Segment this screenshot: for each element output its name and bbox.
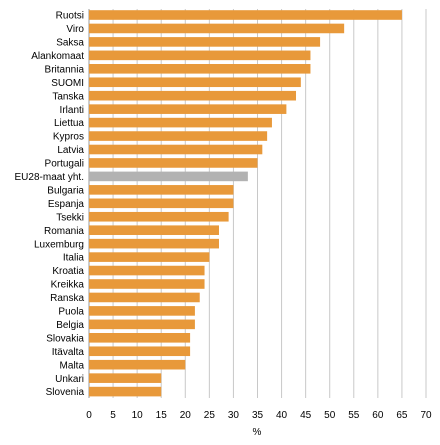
bar [89, 37, 321, 47]
category-label: Britannia [45, 64, 85, 75]
bar [89, 359, 186, 370]
category-label: Slovakia [46, 333, 84, 344]
bar [89, 23, 345, 34]
bar [89, 144, 263, 155]
category-label: Espanja [48, 199, 85, 210]
category-label: Tsekki [56, 212, 84, 223]
category-label: Ruotsi [56, 11, 84, 22]
category-label: Irlanti [60, 105, 84, 116]
category-label: Kypros [53, 132, 84, 143]
x-tick-label: 0 [86, 410, 92, 421]
category-label: Itävalta [52, 347, 85, 358]
category-label: Luxemburg [34, 239, 84, 250]
bar [89, 333, 191, 343]
bar [89, 319, 195, 330]
category-label: Kreikka [51, 280, 85, 291]
category-label: Bulgaria [47, 185, 84, 196]
bar [89, 64, 311, 74]
category-label: Kroatia [52, 266, 84, 277]
bar [89, 238, 219, 249]
category-label: SUOMI [51, 78, 84, 89]
category-label: Viro [66, 24, 84, 35]
bar [89, 211, 229, 222]
bar [89, 77, 301, 88]
bar [89, 306, 195, 316]
category-label: Tanska [52, 91, 84, 102]
x-tick-label: 60 [372, 410, 384, 421]
category-label: Puola [58, 307, 84, 318]
category-label: Slovenia [46, 387, 85, 398]
category-label: Italia [63, 253, 85, 264]
category-label: Malta [60, 360, 85, 371]
bar [89, 279, 205, 289]
bar [89, 265, 205, 276]
x-tick-label: 25 [204, 410, 216, 421]
bar [89, 117, 272, 128]
category-label: Portugali [45, 159, 84, 170]
x-tick-label: 15 [156, 410, 168, 421]
x-tick-label: 10 [132, 410, 144, 421]
bar [89, 10, 402, 20]
category-label: Latvia [57, 145, 84, 156]
x-tick-label: 50 [324, 410, 336, 421]
category-label: Saksa [56, 38, 84, 49]
bars [89, 10, 402, 397]
bar [89, 346, 191, 357]
category-label: Alankomaat [31, 51, 84, 62]
category-label: Unkari [55, 374, 84, 385]
category-label: EU28-maat yht. [15, 172, 84, 183]
x-tick-label: 30 [228, 410, 240, 421]
x-tick-labels: 0 5 10 15 20 25 30 35 40 45 50 55 60 65 70 [86, 410, 432, 421]
bar [89, 90, 297, 101]
bar [89, 158, 258, 168]
bar [89, 225, 219, 235]
bar [89, 50, 311, 61]
category-labels: Ruotsi Viro Saksa Alankomaat Britannia SUOMI T… [15, 11, 85, 399]
bar [89, 198, 234, 209]
bar [89, 292, 200, 303]
bar [89, 171, 248, 182]
bar [89, 185, 234, 195]
bar [89, 252, 210, 262]
bar [89, 131, 268, 141]
bar [89, 386, 162, 397]
x-tick-label: 20 [180, 410, 192, 421]
bar [89, 373, 162, 383]
category-label: Liettua [54, 118, 84, 129]
x-tick-label: 5 [110, 410, 116, 421]
x-tick-label: 45 [300, 410, 312, 421]
category-label: Belgia [56, 320, 84, 331]
bar [89, 104, 287, 114]
x-tick-label: 65 [396, 410, 408, 421]
category-label: Ranska [50, 293, 84, 304]
x-tick-label: 40 [276, 410, 288, 421]
x-axis-title: % [253, 427, 262, 438]
category-label: Romania [44, 226, 84, 237]
x-tick-label: 35 [252, 410, 264, 421]
x-tick-label: 70 [420, 410, 432, 421]
x-tick-label: 55 [348, 410, 360, 421]
